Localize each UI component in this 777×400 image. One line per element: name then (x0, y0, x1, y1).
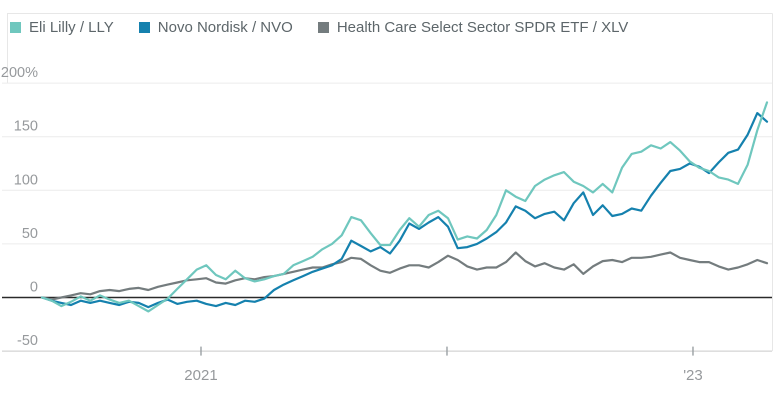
svg-text:100: 100 (14, 172, 38, 188)
legend-swatch-nvo-icon (138, 22, 150, 33)
legend-item-nvo[interactable]: Novo Nordisk / NVO (138, 19, 293, 36)
legend-item-xlv[interactable]: Health Care Select Sector SPDR ETF / XLV (317, 19, 629, 36)
svg-text:'23: '23 (683, 367, 703, 384)
series-line-lly (40, 101, 769, 313)
legend-label-xlv: Health Care Select Sector SPDR ETF / XLV (336, 19, 629, 36)
legend: Eli Lilly / LLY Novo Nordisk / NVO Healt… (10, 20, 628, 35)
svg-text:50: 50 (22, 226, 38, 242)
legend-swatch-xlv-icon (317, 22, 329, 33)
legend-label-nvo: Novo Nordisk / NVO (157, 19, 293, 36)
series-line-nvo (40, 112, 769, 309)
svg-text:200%: 200% (1, 65, 38, 81)
legend-item-lly[interactable]: Eli Lilly / LLY (10, 20, 114, 35)
svg-text:-50: -50 (17, 333, 38, 349)
legend-label-lly: Eli Lilly / LLY (29, 19, 114, 36)
legend-swatch-lly-icon (10, 22, 21, 33)
series-line-xlv (40, 251, 769, 301)
svg-text:0: 0 (30, 280, 38, 296)
svg-text:150: 150 (14, 119, 38, 135)
svg-text:2021: 2021 (184, 367, 217, 384)
